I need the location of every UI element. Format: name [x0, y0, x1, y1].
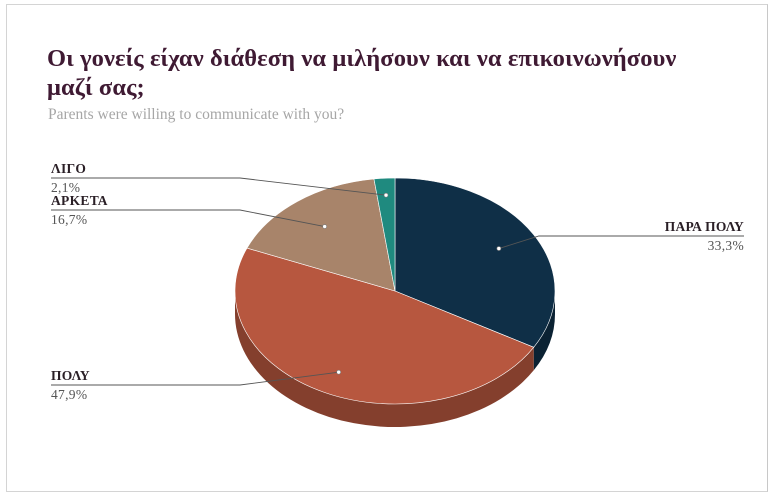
callout-line-παρα-πολυ — [498, 235, 744, 249]
pie-depth-παρα-πολυ — [533, 291, 555, 371]
callout-dot-λιγο — [383, 192, 389, 198]
slice-value-αρκετα: 16,7% — [51, 212, 87, 227]
pie-callouts: ΠΑΡΑ ΠΟΛΥ 33,3% ΠΟΛΥ 47,9% ΑΡΚΕΤΑ 16,7% ΛΙΓΟ 2,… — [51, 161, 744, 402]
pie-slice-πολυ — [234, 247, 535, 405]
chart-subtitle: Parents were willing to communicate with… — [48, 106, 345, 123]
callout-dot-πολυ — [336, 369, 341, 375]
slice-label-παρα-πολυ: ΠΑΡΑ ΠΟΛΥ — [665, 219, 744, 234]
slice-value-πολυ: 47,9% — [51, 387, 87, 402]
pie-slice-παρα-πολυ — [394, 177, 556, 348]
callout-line-πολυ — [51, 371, 339, 386]
pie-depth-πολυ — [235, 291, 534, 428]
callout-line-λιγο — [51, 177, 387, 196]
chart-title: Οι γονείς είχαν διάθεση να μιλήσουν και … — [47, 45, 677, 101]
slice-value-παρα-πολυ: 33,3% — [708, 238, 744, 253]
callout-dot-αρκετα — [322, 224, 327, 229]
callout-line-αρκετα — [51, 209, 325, 227]
pie-slice-λιγο — [373, 177, 396, 292]
slice-label-αρκετα: ΑΡΚΕΤΑ — [51, 193, 108, 208]
pie-top-layer — [234, 177, 556, 405]
slice-value-λιγο: 2,1% — [51, 180, 80, 195]
pie-slice-αρκετα — [246, 178, 396, 292]
callout-dot-παρα-πολυ — [496, 246, 502, 251]
pie-depth-layer — [235, 291, 555, 428]
slice-label-πολυ: ΠΟΛΥ — [51, 368, 90, 383]
slice-label-λιγο: ΛΙΓΟ — [51, 161, 86, 176]
